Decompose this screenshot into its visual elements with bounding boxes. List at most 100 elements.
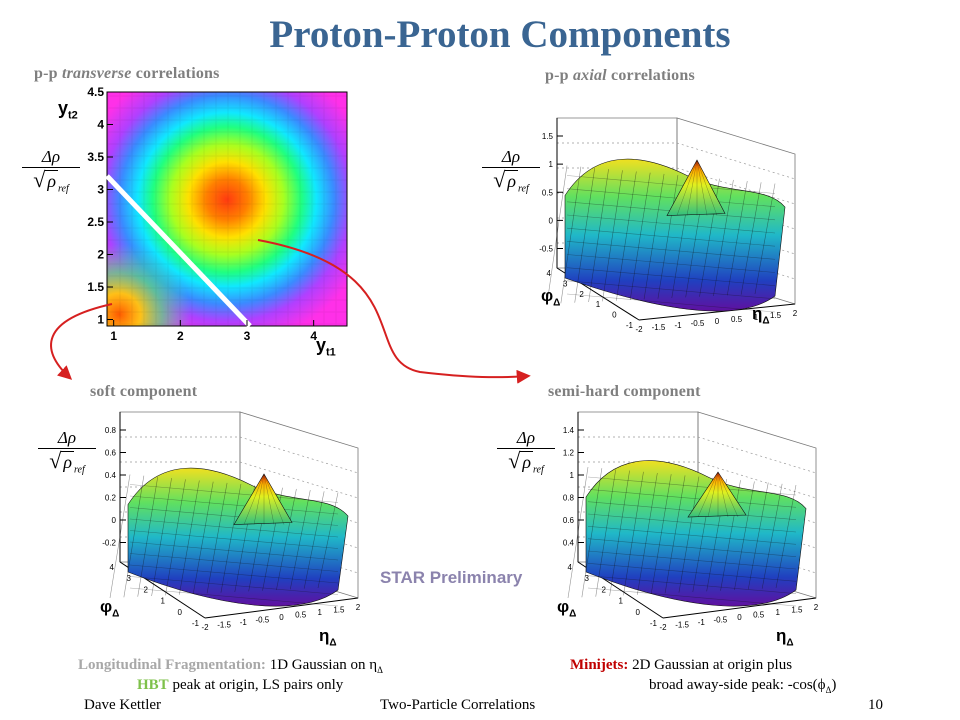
phi-tick-label: 3 — [127, 574, 132, 583]
star-preliminary-label: STAR Preliminary — [380, 568, 523, 587]
phi-tick-label: -1 — [192, 619, 200, 628]
eta-tick-label: -1.5 — [675, 621, 689, 630]
heatmap-ytick-label: 4 — [97, 118, 104, 132]
phi-tick-label: -1 — [650, 619, 658, 628]
eta-tick-label: -0.5 — [255, 616, 269, 625]
heatmap-ytick-label: 1 — [97, 313, 104, 327]
eta-tick-label: -1 — [240, 618, 248, 627]
ztick-label: 0.6 — [563, 516, 575, 525]
axial-panel-title: p-p axial correlations — [545, 67, 695, 84]
ztick-label: 1.4 — [563, 426, 575, 435]
arrow-to-semihard — [257, 239, 531, 384]
eta-tick-label: -1.5 — [652, 323, 666, 332]
ylabel-transverse: Δρ √ ρ ref — [22, 147, 80, 202]
eta-tick-label: 0.5 — [731, 315, 743, 324]
phi-tick-label: 0 — [178, 608, 183, 617]
eta-tick-label: -0.5 — [713, 616, 727, 625]
soft-eta-label: ηΔ — [319, 626, 337, 649]
ztick-label: 1 — [549, 160, 554, 169]
phi-tick-label: 0 — [636, 608, 641, 617]
eta-tick-label: -1 — [698, 618, 706, 627]
phi-tick-label: 0 — [612, 311, 617, 320]
phi-tick-label: -1 — [626, 321, 634, 330]
eta-tick-label: -2 — [659, 623, 667, 632]
ztick-label: 0.8 — [563, 494, 575, 503]
eta-tick-label: -1 — [674, 321, 682, 330]
ztick-label: -0.5 — [539, 245, 553, 254]
heatmap-ylabel: yt2 — [58, 98, 78, 122]
ztick-label: 1.2 — [563, 449, 575, 458]
phi-tick-label: 4 — [547, 269, 552, 278]
ylabel-semihard: Δρ √ ρ ref — [497, 428, 555, 483]
ztick-label: 1 — [570, 471, 575, 480]
eta-tick-label: 0 — [279, 613, 284, 622]
heatmap-ytick-label: 4.5 — [87, 85, 104, 99]
surface-body — [564, 158, 786, 312]
phi-tick-label: 1 — [596, 300, 601, 309]
page-title: Proton-Proton Components — [269, 13, 731, 56]
eta-tick-label: 0 — [715, 317, 720, 326]
footer-page-number: 10 — [868, 697, 883, 713]
ztick-label: 0 — [112, 516, 117, 525]
heatmap-ytick-label: 1.5 — [87, 280, 104, 294]
eta-tick-label: 2 — [814, 603, 819, 612]
footer-author: Dave Kettler — [84, 697, 162, 713]
eta-tick-label: 0.5 — [295, 611, 307, 620]
ylabel-axial: Δρ √ ρ ref — [482, 147, 540, 202]
eta-tick-label: 2 — [793, 309, 798, 318]
ztick-label: 0.8 — [105, 426, 117, 435]
lf-caption: Longitudinal Fragmentation: 1D Gaussian … — [78, 657, 383, 675]
eta-tick-label: 1.5 — [333, 606, 345, 615]
footer-subject: Two-Particle Correlations — [380, 697, 536, 713]
ztick-label: 0.2 — [105, 494, 117, 503]
eta-tick-label: -1.5 — [217, 621, 231, 630]
phi-tick-label: 4 — [568, 563, 573, 572]
heatmap-xtick-label: 3 — [244, 329, 251, 343]
semihard-panel-title: semi-hard component — [548, 383, 701, 400]
ztick-label: 0.6 — [105, 449, 117, 458]
ylabel-denominator: √ ρ ref — [33, 167, 69, 195]
semihard-eta-label: ηΔ — [776, 626, 794, 649]
heatmap-ytick-label: 3 — [97, 183, 104, 197]
heatmap-ytick-label: 2 — [97, 248, 104, 262]
diagonal-line — [105, 174, 252, 328]
ylabel-numerator: Δρ — [497, 428, 555, 449]
heatmap-xtick-label: 2 — [177, 329, 184, 343]
eta-tick-label: 1.5 — [791, 606, 803, 615]
heatmap-ytick-label: 2.5 — [87, 215, 104, 229]
surface-peak — [233, 473, 293, 525]
eta-tick-label: -2 — [635, 325, 643, 334]
soft-phi-label: φΔ — [100, 597, 120, 620]
phi-tick-label: 2 — [144, 585, 149, 594]
ztick-label: 0.4 — [563, 539, 575, 548]
ylabel-denominator: √ ρ ref — [508, 448, 544, 476]
ylabel-numerator: Δρ — [482, 147, 540, 168]
phi-tick-label: 1 — [161, 597, 166, 606]
soft-panel-title: soft component — [90, 383, 198, 400]
axial-phi-label: φΔ — [541, 286, 561, 309]
ylabel-numerator: Δρ — [38, 428, 96, 449]
eta-tick-label: 0.5 — [753, 611, 765, 620]
heatmap-ytick-label: 3.5 — [87, 150, 104, 164]
transverse-axis-ticks: 1 2 3 4 1 1.5 2 2.5 3 3.5 4 4.5 — [87, 85, 317, 343]
eta-tick-label: -0.5 — [691, 319, 705, 328]
eta-tick-label: 0 — [737, 613, 742, 622]
phi-tick-label: 4 — [110, 563, 115, 572]
ztick-label: 0 — [549, 216, 554, 225]
eta-tick-label: 1.5 — [770, 311, 782, 320]
transverse-panel-title: p-p transverse correlations — [34, 65, 220, 82]
hbt-caption: HBT peak at origin, LS pairs only — [137, 677, 344, 693]
minijets-caption-2: broad away-side peak: -cos(ϕΔ) — [649, 677, 837, 695]
eta-tick-label: 1 — [318, 608, 323, 617]
axial-eta-label: ηΔ — [752, 304, 770, 327]
heatmap-xtick-label: 1 — [110, 329, 117, 343]
surface-body — [127, 467, 349, 607]
ztick-label: 0.4 — [105, 471, 117, 480]
ylabel-denominator: √ ρ ref — [493, 167, 529, 195]
heatmap-xlabel: yt1 — [316, 335, 336, 359]
ylabel-numerator: Δρ — [22, 147, 80, 168]
